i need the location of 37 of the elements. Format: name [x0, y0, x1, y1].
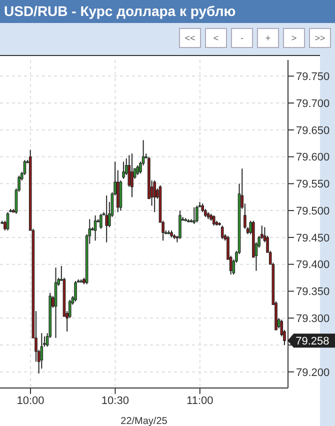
y-tick-label: 79.550 — [296, 178, 330, 191]
nav-button[interactable]: > — [283, 28, 305, 48]
x-tick-label: 11:00 — [186, 394, 214, 407]
candlestick — [40, 332, 44, 370]
chart-title: USD/RUB - Курс доллара к рублю — [0, 0, 335, 23]
y-tick-label: 79.600 — [296, 152, 330, 164]
candlestick — [100, 213, 102, 230]
candlestick — [130, 153, 134, 198]
candlestick — [136, 164, 140, 176]
candlestick — [196, 205, 198, 223]
y-tick-label: 79.650 — [296, 124, 330, 137]
nav-button[interactable]: + — [257, 28, 279, 48]
candlestick — [94, 214, 97, 242]
x-tick-label: 10:30 — [101, 394, 129, 407]
annotation: 79.258 — [296, 336, 330, 348]
nav-button[interactable]: - — [231, 28, 253, 48]
candlestick — [105, 195, 108, 243]
nav-button[interactable]: >> — [309, 28, 331, 48]
candlestick — [74, 280, 77, 302]
candlestick — [153, 180, 156, 213]
candlestick — [212, 214, 216, 226]
y-tick-label: 79.300 — [296, 313, 330, 326]
y-tick-label: 79.700 — [296, 98, 330, 110]
y-tick-label: 79.500 — [296, 205, 330, 218]
nav-button[interactable]: << — [179, 28, 201, 48]
y-tick-label: 79.400 — [296, 259, 330, 272]
x-tick-label: 10:00 — [16, 394, 44, 407]
candlestick — [178, 210, 182, 240]
nav-button[interactable]: < — [205, 28, 227, 48]
candlestick — [122, 161, 125, 180]
candlestick — [192, 206, 196, 224]
y-tick-label: 79.350 — [296, 286, 330, 298]
y-tick-label: 79.450 — [296, 232, 330, 244]
x-axis-title: 22/May/25 — [120, 416, 168, 426]
y-tick-label: 79.200 — [296, 366, 330, 379]
y-tick-label: 79.750 — [296, 71, 330, 84]
candlestick — [220, 225, 224, 240]
